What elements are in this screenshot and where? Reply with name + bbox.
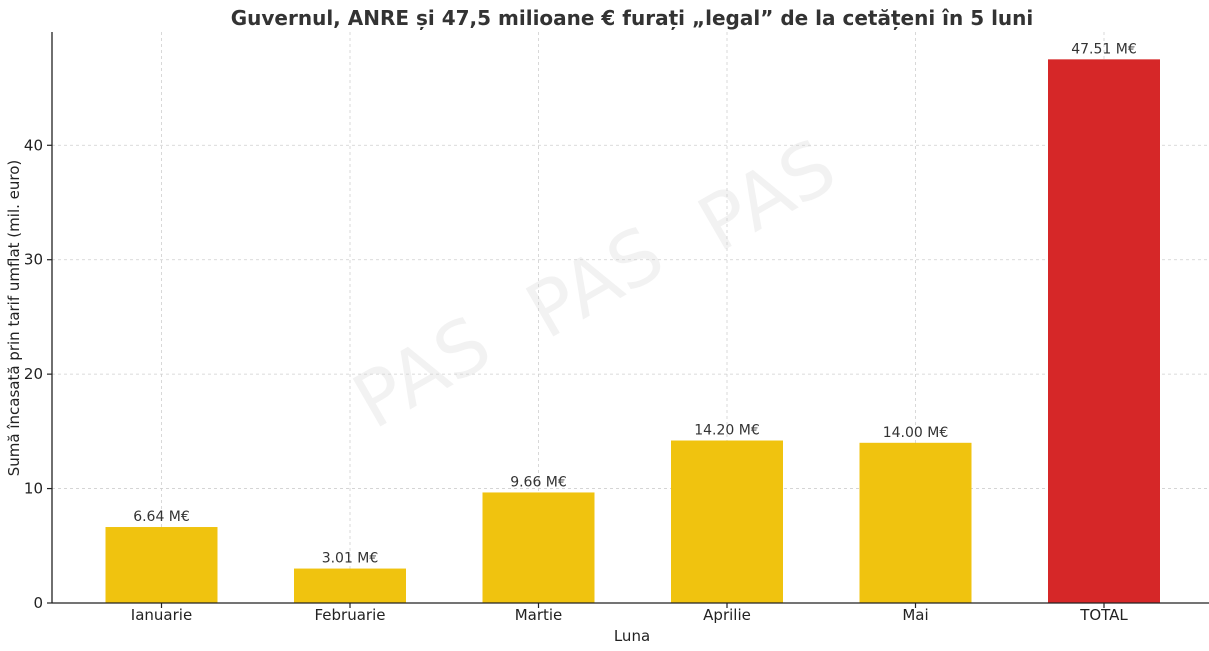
bar-total [1048,59,1160,603]
y-axis-label: Sumă încasată prin tarif umflat (mil. eu… [5,160,23,477]
data-labels: 6.64 M€ 3.01 M€ 9.66 M€ 14.20 M€ 14.00 M€ 47.… [133,41,1137,566]
y-tick-label: 40 [24,136,43,154]
x-tick-label: Martie [515,606,563,624]
x-tick-label: Ianuarie [131,606,192,624]
chart-title: Guvernul, ANRE și 47,5 milioane € furați… [231,6,1034,30]
watermark-text: PAS [338,298,505,446]
y-tick-label: 0 [33,594,43,612]
data-label: 3.01 M€ [322,551,379,567]
watermark-text: PAS [511,208,678,356]
bar-martie [482,492,595,603]
data-label: 9.66 M€ [510,474,567,490]
bar-aprilie [671,440,783,603]
data-label: 47.51 M€ [1071,41,1137,57]
grid-lines [52,32,1209,603]
x-tick-label: Mai [902,606,928,624]
bar-ianuarie [105,527,218,603]
y-tick-label: 10 [24,480,43,498]
data-label: 14.20 M€ [694,423,760,439]
data-label: 14.00 M€ [883,425,949,441]
bars [105,59,1160,603]
y-tick-label: 30 [24,251,43,269]
x-tick-label: Februarie [315,606,386,624]
data-label: 6.64 M€ [133,509,190,525]
x-tick-label: TOTAL [1079,606,1128,624]
x-ticks: Ianuarie Februarie Martie Aprilie Mai TOTAL [131,603,1128,624]
bar-februarie [294,568,406,603]
y-ticks: 0 10 20 30 40 [24,136,52,612]
x-tick-label: Aprilie [703,606,751,624]
watermark-text: PAS [683,121,850,269]
x-axis-label: Luna [614,627,650,645]
bar-mai [859,442,972,603]
y-tick-label: 20 [24,365,43,383]
